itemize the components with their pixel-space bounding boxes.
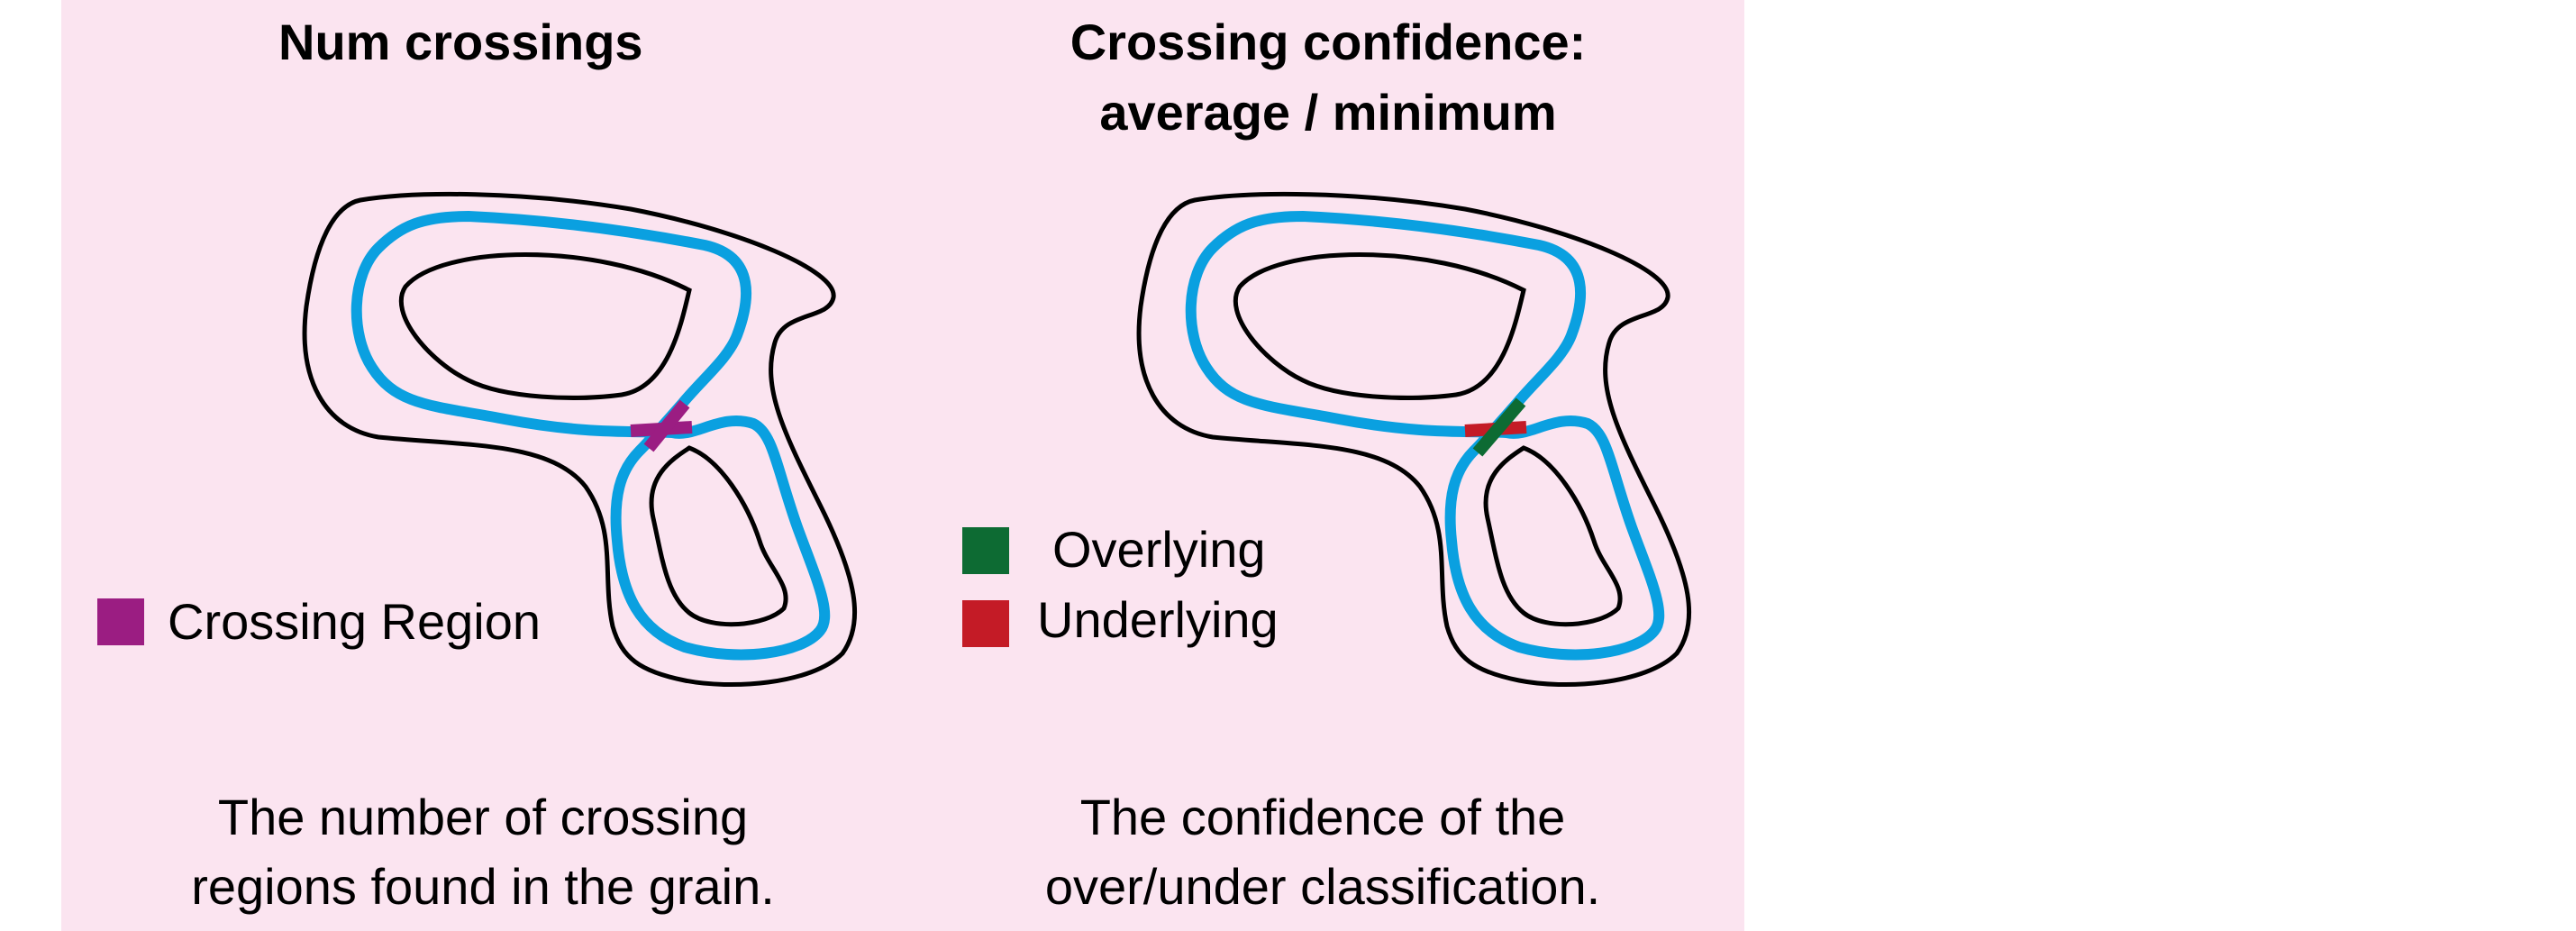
crossing-region-label: Crossing Region — [168, 593, 541, 650]
crossing-region-mark — [643, 399, 690, 452]
grain-hole-outline — [1233, 252, 1526, 400]
overlying-label: Overlying — [1052, 521, 1266, 578]
caption-line: over/under classification. — [1044, 858, 1601, 915]
num-crossings-title: Num crossings — [278, 7, 643, 78]
overlying-swatch — [962, 527, 1009, 574]
grain-crossing-confidence — [1136, 191, 1692, 688]
caption-line: The confidence of the — [1079, 789, 1566, 845]
caption-line: The number of crossing — [217, 789, 749, 845]
title-line: Crossing confidence: — [1070, 14, 1587, 70]
underlying-label: Underlying — [1037, 591, 1279, 648]
crossing-confidence-title: Crossing confidence: average / minimum — [1004, 7, 1652, 148]
molecule-trace — [1185, 211, 1665, 661]
num-crossings-caption: The number of crossing regions found in … — [151, 782, 815, 921]
molecule-trace — [350, 211, 831, 661]
caption-line: regions found in the grain. — [191, 858, 775, 915]
grain-hole-outline — [1483, 445, 1623, 627]
crossing-confidence-caption: The confidence of the over/under classif… — [989, 782, 1656, 921]
underlying-swatch — [962, 600, 1009, 647]
crossing-region-swatch — [97, 598, 144, 645]
title-line: average / minimum — [1099, 84, 1557, 141]
title-line: Num crossings — [278, 14, 643, 70]
grain-outer-outline — [302, 191, 858, 688]
grain-hole-outline — [649, 445, 788, 627]
grain-outer-outline — [1136, 191, 1692, 688]
grain-hole-outline — [398, 252, 692, 400]
grain-num-crossings — [302, 191, 858, 688]
overlying-strand-mark — [1472, 397, 1526, 457]
